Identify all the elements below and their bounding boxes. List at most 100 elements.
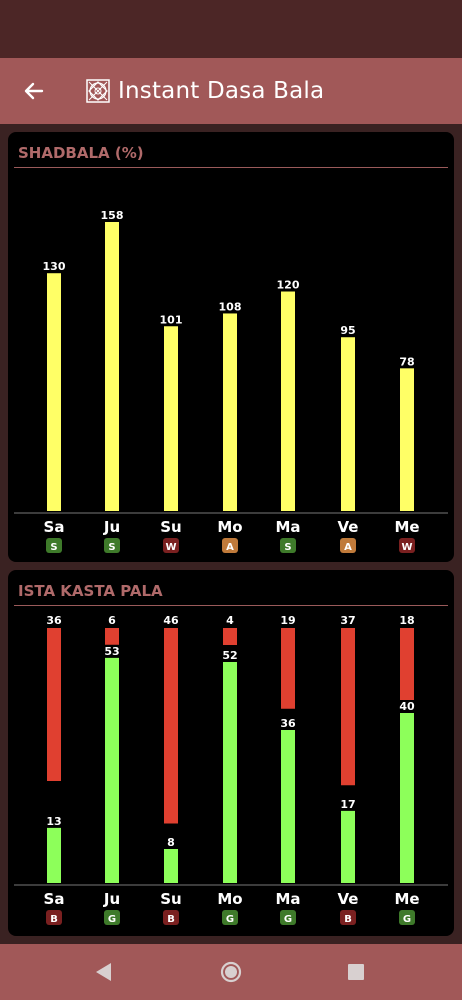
- quality-badge: [222, 910, 238, 925]
- strength-badge: [399, 538, 415, 553]
- shadbala-title: SHADBALA (%): [18, 144, 144, 162]
- ista-kasta-chart: 36 13 6 53 46 8 4 52 19 36 37 17 18 40 Sa B Ju G Su B Mo G Ma G…: [14, 614, 448, 925]
- quality-badge-label: G: [403, 914, 411, 925]
- kasta-value-label: 19: [280, 614, 295, 627]
- circle-home-icon[interactable]: [217, 958, 245, 986]
- quality-badge-label: B: [50, 914, 58, 925]
- shadbala-divider: [14, 167, 448, 168]
- shadbala-tick-label: Me: [394, 518, 419, 536]
- ista-value-label: 13: [46, 815, 61, 828]
- triangle-back-icon[interactable]: [90, 958, 118, 986]
- shadbala-value-label: 78: [399, 355, 414, 368]
- shadbala-value-label: 158: [101, 209, 124, 222]
- strength-badge: [46, 538, 62, 553]
- shadbala-bar-ve: [341, 337, 355, 511]
- ista-value-label: 8: [167, 836, 175, 849]
- ista-bar-su: [164, 849, 178, 883]
- ista-kasta-divider: [14, 605, 448, 606]
- strength-badge: [280, 538, 296, 553]
- quality-badge: [163, 910, 179, 925]
- quality-badge-label: B: [167, 914, 175, 925]
- app-title-group: Instant Dasa Bala: [86, 58, 324, 124]
- app-bar: Instant Dasa Bala: [0, 58, 462, 124]
- kasta-label-bg: [337, 614, 359, 627]
- status-bar: [0, 0, 462, 58]
- shadbala-tick-label: Ju: [103, 518, 120, 536]
- strength-badge-label: S: [50, 542, 57, 553]
- ista-bar-ve: [341, 810, 355, 883]
- quality-badge: [280, 910, 296, 925]
- shadbala-bar-sa: [47, 273, 61, 511]
- shadbala-value-label: 130: [43, 260, 66, 273]
- quality-badge: [340, 910, 356, 925]
- quality-badge-label: G: [226, 914, 234, 925]
- strength-badge-label: A: [344, 542, 352, 553]
- square-recents-icon[interactable]: [342, 958, 370, 986]
- ista-tick-label: Ve: [338, 890, 359, 908]
- shadbala-tick-label: Mo: [217, 518, 242, 536]
- shadbala-bar-ma: [281, 291, 295, 511]
- arrow-left-icon: [24, 82, 44, 100]
- kasta-label-bg: [219, 614, 241, 627]
- kasta-label-bg: [43, 614, 65, 627]
- ista-tick-label: Su: [160, 890, 181, 908]
- kasta-bar-me: [400, 628, 414, 705]
- ista-tick-label: Ma: [275, 890, 300, 908]
- ista-bar-ju: [105, 657, 119, 883]
- kasta-bar-mo: [223, 628, 237, 645]
- strength-badge-label: S: [108, 542, 115, 553]
- kasta-value-label: 37: [340, 614, 355, 627]
- quality-badge-label: G: [108, 914, 116, 925]
- shadbala-chart: 130 158 101 108 120 95 78 Sa S Ju S Su W Mo A Ma S Ve A Me W: [14, 209, 448, 553]
- ista-tick-label: Mo: [217, 890, 242, 908]
- mandala-icon: [86, 79, 110, 103]
- ista-value-label: 52: [222, 649, 237, 662]
- shadbala-tick-label: Ve: [338, 518, 359, 536]
- ista-tick-label: Sa: [44, 890, 65, 908]
- kasta-label-bg: [396, 614, 418, 627]
- kasta-value-label: 36: [46, 614, 62, 627]
- ista-label-bg: [337, 797, 359, 811]
- kasta-value-label: 46: [163, 614, 179, 627]
- shadbala-tick-label: Ma: [275, 518, 300, 536]
- back-button[interactable]: [18, 75, 50, 107]
- shadbala-value-label: 120: [277, 279, 300, 292]
- ista-tick-label: Me: [394, 890, 419, 908]
- ista-bar-me: [400, 713, 414, 883]
- ista-value-label: 17: [340, 798, 355, 811]
- shadbala-value-label: 108: [219, 300, 242, 313]
- ista-bar-mo: [223, 662, 237, 883]
- shadbala-bar-ju: [105, 222, 119, 511]
- ista-label-bg: [277, 717, 299, 730]
- quality-badge: [399, 910, 415, 925]
- strength-badge: [104, 538, 120, 553]
- strength-badge: [340, 538, 356, 553]
- ista-tick-label: Ju: [103, 890, 120, 908]
- ista-label-bg: [219, 649, 241, 662]
- shadbala-bar-mo: [223, 313, 237, 511]
- kasta-value-label: 6: [108, 614, 116, 627]
- ista-label-bg: [160, 836, 182, 849]
- kasta-bar-ma: [281, 628, 295, 709]
- ista-label-bg: [396, 700, 418, 713]
- shadbala-tick-label: Su: [160, 518, 181, 536]
- kasta-bar-sa: [47, 628, 61, 781]
- kasta-label-bg: [160, 614, 182, 627]
- shadbala-card: SHADBALA (%) 130 158 101 108 120 95 78 Sa S Ju S Su…: [8, 132, 454, 562]
- shadbala-tick-label: Sa: [44, 518, 65, 536]
- ista-kasta-card: ISTA KASTA PALA 36 13 6 53 46 8 4 52 19 36 37 17 18 4…: [8, 570, 454, 936]
- kasta-value-label: 4: [226, 614, 234, 627]
- strength-badge-label: S: [284, 542, 291, 553]
- ista-label-bg: [101, 644, 123, 658]
- strength-badge: [222, 538, 238, 553]
- quality-badge-label: B: [344, 914, 352, 925]
- quality-badge: [46, 910, 62, 925]
- ista-kasta-title: ISTA KASTA PALA: [18, 582, 163, 600]
- page-title: Instant Dasa Bala: [118, 78, 325, 104]
- strength-badge: [163, 538, 179, 553]
- ista-bar-ma: [281, 730, 295, 883]
- navigation-bar: [0, 944, 462, 1000]
- ista-value-label: 40: [399, 700, 415, 713]
- strength-badge-label: W: [401, 542, 412, 553]
- ista-value-label: 36: [280, 717, 296, 730]
